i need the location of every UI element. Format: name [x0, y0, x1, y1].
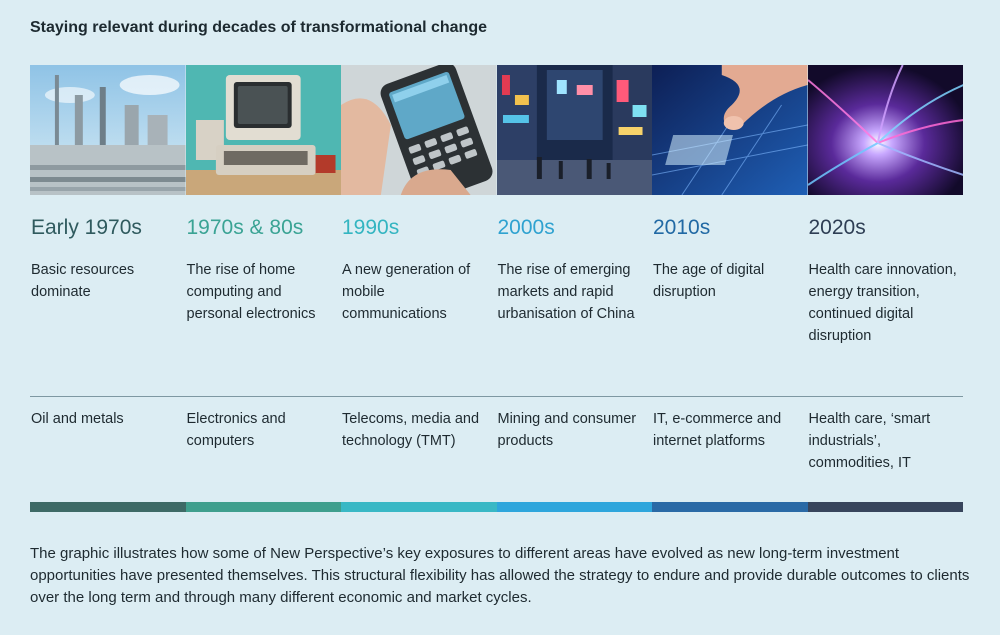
touchscreen-image [652, 65, 808, 195]
sector-exposure: Electronics and computers [186, 411, 286, 449]
era-color-bar [496, 502, 652, 512]
era-label: Early 1970s [31, 216, 142, 239]
era-label: 2010s [653, 216, 711, 239]
era-color-bar [30, 502, 186, 512]
era-label: 2020s [808, 216, 866, 239]
sector-exposure: Mining and consumer products [497, 411, 637, 449]
vintage-computer-image [185, 65, 341, 195]
sector-exposure: Health care, ‘smart industrials’, commod… [808, 411, 931, 471]
era-description: Health care innovation, energy transitio… [808, 262, 957, 344]
era-description: A new generation of mobile communication… [342, 262, 471, 322]
city-street-image [496, 65, 652, 195]
era-description: The rise of emerging markets and rapid u… [497, 262, 635, 322]
refinery-image [30, 65, 186, 195]
era-label: 2000s [497, 216, 555, 239]
era-color-bar [185, 502, 341, 512]
era-description: The rise of home computing and personal … [186, 262, 316, 322]
era-color-bar [341, 502, 497, 512]
era-label: 1990s [342, 216, 400, 239]
era-description: The age of digital disruption [653, 262, 765, 300]
light-streak-image [807, 65, 963, 195]
footer-description: The graphic illustrates how some of New … [30, 545, 970, 606]
sector-exposure: Oil and metals [31, 411, 124, 427]
sector-exposure: Telecoms, media and technology (TMT) [342, 411, 480, 449]
section-divider [30, 396, 963, 397]
era-color-bar [807, 502, 963, 512]
mobile-phone-image [341, 65, 497, 195]
page-title: Staying relevant during decades of trans… [30, 19, 487, 36]
sector-exposure: IT, e-commerce and internet platforms [653, 411, 782, 449]
era-description: Basic resources dominate [31, 262, 135, 300]
era-label: 1970s & 80s [186, 216, 304, 239]
era-color-bar [652, 502, 808, 512]
